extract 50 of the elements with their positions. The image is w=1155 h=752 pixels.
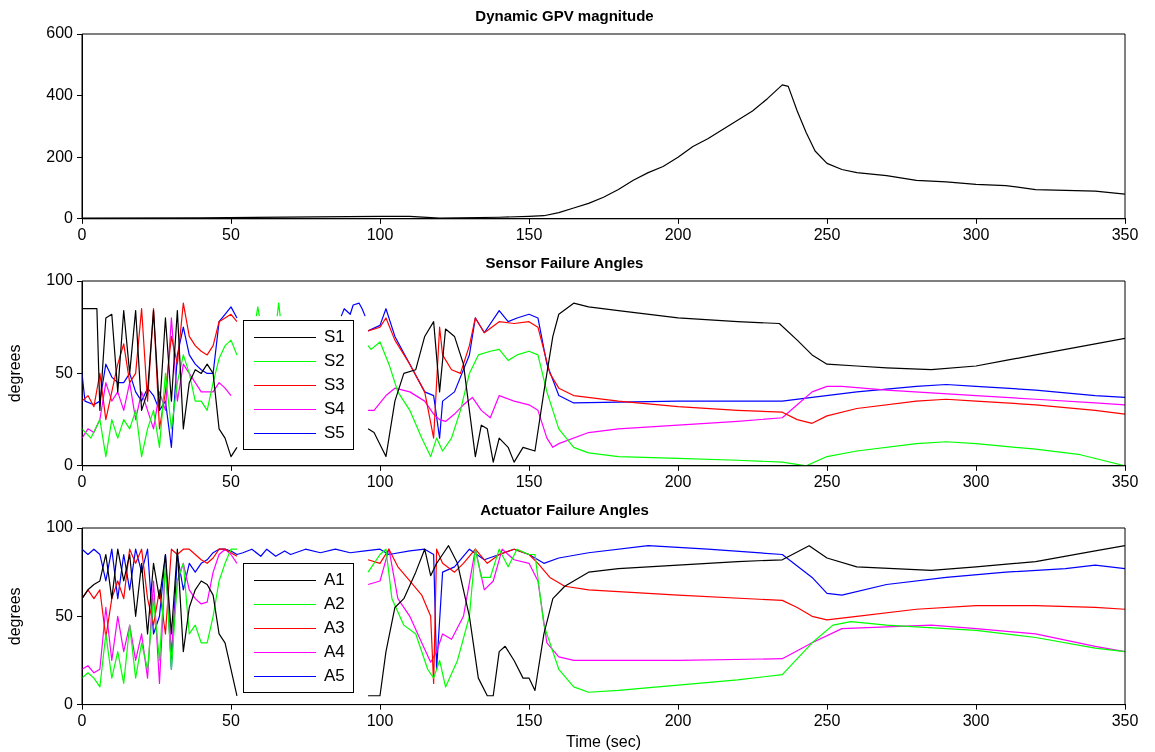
x-tick-label: 100 (366, 472, 394, 490)
y-tick-label: 100 (46, 271, 74, 289)
chart-title: Sensor Failure Angles (485, 254, 644, 272)
x-axis-title: Time (sec) (566, 732, 641, 750)
x-tick-label: 350 (1111, 225, 1139, 243)
x-tick-label: 150 (515, 711, 543, 729)
x-tick-label: 300 (962, 472, 990, 490)
legend-label: A1 (324, 569, 345, 592)
y-axis-title: degrees (6, 587, 24, 646)
legend-label: S4 (324, 398, 345, 421)
y-tick-label: 400 (46, 86, 74, 104)
chart-title: Actuator Failure Angles (480, 501, 649, 519)
x-tick-label: 200 (664, 472, 692, 490)
legend-label: S3 (324, 374, 345, 397)
x-tick-label: 100 (366, 711, 394, 729)
legend-label: A3 (324, 617, 345, 640)
x-tick-label: 350 (1111, 472, 1139, 490)
y-tick-label: 200 (46, 147, 74, 165)
legend-label: S1 (324, 326, 345, 349)
y-tick-label: 50 (55, 606, 74, 624)
y-axis-title: degrees (6, 344, 24, 403)
x-tick-label: 350 (1111, 711, 1139, 729)
x-tick-label: 50 (222, 711, 240, 729)
x-tick-label: 100 (366, 225, 394, 243)
x-tick-label: 250 (813, 711, 841, 729)
x-tick-label: 250 (813, 225, 841, 243)
x-tick-label: 300 (962, 711, 990, 729)
x-tick-label: 0 (77, 711, 87, 729)
legend-label: S5 (324, 422, 345, 445)
legend-label: S2 (324, 350, 345, 373)
x-tick-label: 0 (77, 472, 87, 490)
x-tick-label: 150 (515, 225, 543, 243)
x-tick-label: 250 (813, 472, 841, 490)
x-tick-label: 50 (222, 225, 240, 243)
x-tick-label: 150 (515, 472, 543, 490)
y-tick-label: 600 (46, 24, 74, 42)
y-tick-label: 0 (64, 695, 74, 713)
x-tick-label: 200 (664, 711, 692, 729)
chart-title: Dynamic GPV magnitude (475, 7, 654, 25)
legend-label: A2 (324, 593, 345, 616)
legend-label: A4 (324, 641, 345, 664)
x-tick-label: 300 (962, 225, 990, 243)
y-tick-label: 50 (55, 363, 74, 381)
x-tick-label: 200 (664, 225, 692, 243)
legend-label: A5 (324, 665, 345, 688)
x-tick-label: 0 (77, 225, 87, 243)
x-tick-label: 50 (222, 472, 240, 490)
y-tick-label: 0 (64, 456, 74, 474)
y-tick-label: 100 (46, 518, 74, 536)
y-tick-label: 0 (64, 209, 74, 227)
